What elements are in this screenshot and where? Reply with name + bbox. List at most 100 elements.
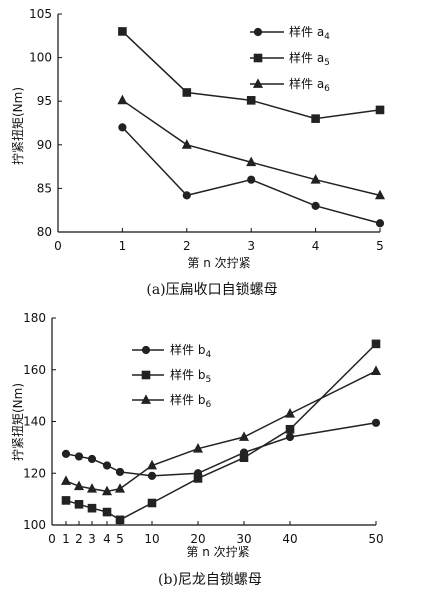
chart-b-point bbox=[73, 480, 85, 491]
chart-a-point bbox=[375, 105, 385, 115]
chart-b-x-tick-label: 50 bbox=[368, 532, 383, 546]
chart-a-legend-marker bbox=[252, 78, 264, 88]
chart-a-point bbox=[310, 174, 321, 184]
chart-a-point bbox=[246, 156, 257, 167]
chart-b-y-tick-label: 160 bbox=[23, 363, 46, 377]
chart-a-point bbox=[118, 27, 127, 36]
chart-b-point bbox=[192, 442, 204, 453]
chart-b-point bbox=[74, 452, 84, 461]
chart-b-point bbox=[371, 418, 381, 427]
chart-a: 拧紧扭矩(Nm) 第 n 次拧紧 (a)压扁收口自锁螺母 0 1 2 3 4 5 80 85 9… bbox=[11, 7, 386, 298]
chart-a-point bbox=[247, 175, 256, 184]
chart-a-y-tick-label: 95 bbox=[37, 94, 52, 108]
chart-b-x-tick-label: 20 bbox=[190, 532, 205, 546]
chart-b-point bbox=[238, 431, 250, 441]
chart-a-series-line bbox=[121, 126, 381, 225]
chart-a-series-1 bbox=[118, 27, 385, 123]
chart-b-point bbox=[61, 449, 71, 458]
chart-b-legend-label: 样件 b5 bbox=[170, 367, 211, 385]
chart-b-point bbox=[147, 498, 157, 508]
chart-b-point bbox=[285, 424, 295, 434]
chart-b-legend-entry: 样件 b6 bbox=[132, 392, 211, 410]
chart-a-y-tick-label: 105 bbox=[29, 7, 52, 21]
chart-b-point bbox=[115, 515, 125, 525]
chart-a-y-tick-label: 90 bbox=[37, 138, 52, 152]
chart-b-point bbox=[87, 454, 97, 464]
chart-a-xlabel: 第 n 次拧紧 bbox=[187, 256, 250, 270]
chart-a-point bbox=[311, 201, 320, 210]
chart-a-x-tick-label: 0 bbox=[54, 239, 62, 253]
chart-b-x-tick-label: 5 bbox=[116, 532, 124, 546]
chart-b-legend-marker bbox=[141, 345, 151, 355]
chart-a-y-tick-label: 85 bbox=[37, 181, 52, 195]
chart-b-point bbox=[146, 459, 158, 470]
chart-a-point bbox=[374, 189, 386, 200]
chart-a-legend-entry: 样件 a5 bbox=[250, 50, 330, 68]
chart-b-point bbox=[101, 485, 113, 496]
chart-b-x-tick-label: 1 bbox=[62, 532, 70, 546]
chart-a-x-tick-label: 2 bbox=[183, 239, 191, 253]
chart-b-y-tick-label: 180 bbox=[23, 311, 46, 325]
chart-b-series-2 bbox=[60, 365, 382, 496]
chart-b-point bbox=[114, 483, 126, 493]
chart-b-x-tick-label: 3 bbox=[88, 532, 96, 546]
chart-b-point bbox=[370, 365, 382, 375]
chart-a-x-tick-label: 5 bbox=[376, 239, 384, 253]
chart-b-caption: (b)尼龙自锁螺母 bbox=[158, 572, 262, 588]
chart-b-point bbox=[102, 461, 112, 470]
chart-b-point bbox=[147, 471, 157, 480]
chart-b-point bbox=[193, 474, 203, 483]
chart-b-legend-entry: 样件 b5 bbox=[132, 367, 211, 385]
chart-b-point bbox=[86, 483, 98, 493]
chart-a-x-tick-label: 4 bbox=[312, 239, 320, 253]
chart-a-caption: (a)压扁收口自锁螺母 bbox=[146, 282, 277, 298]
chart-b-point bbox=[284, 408, 296, 418]
chart-a-y-tick-label: 80 bbox=[37, 225, 52, 239]
chart-a-legend-entry: 样件 a4 bbox=[250, 24, 330, 42]
chart-b-series-1 bbox=[61, 339, 381, 525]
chart-b-xlabel: 第 n 次拧紧 bbox=[186, 545, 249, 559]
chart-a-legend-label: 样件 a4 bbox=[289, 24, 330, 42]
chart-b-x-tick-label: 0 bbox=[48, 532, 56, 546]
chart-a-point bbox=[375, 219, 385, 228]
chart-b-x-tick-label: 2 bbox=[75, 532, 83, 546]
chart-b-y-tick-label: 140 bbox=[23, 415, 46, 429]
chart-a-y-tick-label: 100 bbox=[29, 51, 52, 65]
chart-a-point bbox=[182, 191, 191, 200]
chart-b-legend-marker bbox=[141, 370, 151, 380]
chart-a-series-2 bbox=[117, 94, 386, 200]
chart-b-point bbox=[285, 432, 295, 442]
chart-b-legend-entry: 样件 b4 bbox=[132, 342, 211, 360]
chart-a-point bbox=[118, 123, 127, 132]
chart-b-point bbox=[60, 475, 72, 485]
chart-a-legend-label: 样件 a6 bbox=[289, 76, 330, 94]
chart-a-legend-entry: 样件 a6 bbox=[250, 76, 330, 94]
chart-b: 拧紧扭矩(Nm) 第 n 次拧紧 (b)尼龙自锁螺母 0 1 2 3 4 5 10 20 30 4… bbox=[11, 311, 384, 588]
chart-b-legend-label: 样件 b6 bbox=[170, 392, 211, 410]
chart-b-point bbox=[115, 467, 125, 477]
chart-a-legend-marker bbox=[253, 27, 263, 37]
chart-b-point bbox=[239, 453, 249, 463]
chart-b-x-tick-label: 40 bbox=[282, 532, 297, 546]
chart-a-point bbox=[182, 88, 192, 97]
chart-a-x-tick-label: 1 bbox=[119, 239, 127, 253]
chart-b-series-line bbox=[65, 343, 377, 521]
chart-a-point bbox=[311, 114, 320, 123]
chart-b-x-tick-label: 10 bbox=[144, 532, 159, 546]
chart-b-point bbox=[61, 496, 71, 505]
chart-a-point bbox=[117, 94, 128, 105]
chart-a-legend-label: 样件 a5 bbox=[289, 50, 330, 68]
chart-b-point bbox=[102, 507, 112, 517]
chart-b-point bbox=[87, 503, 97, 513]
chart-b-legend-marker bbox=[140, 394, 152, 404]
chart-a-legend-marker bbox=[253, 53, 263, 63]
chart-b-ylabel: 拧紧扭矩(Nm) bbox=[11, 383, 25, 461]
chart-a-series-line bbox=[121, 30, 381, 120]
chart-b-y-tick-label: 120 bbox=[23, 466, 46, 480]
chart-b-point bbox=[371, 339, 381, 349]
chart-b-legend-label: 样件 b4 bbox=[170, 342, 211, 360]
chart-a-point bbox=[181, 139, 192, 149]
chart-b-x-tick-label: 30 bbox=[236, 532, 251, 546]
chart-b-series-line bbox=[65, 422, 377, 477]
